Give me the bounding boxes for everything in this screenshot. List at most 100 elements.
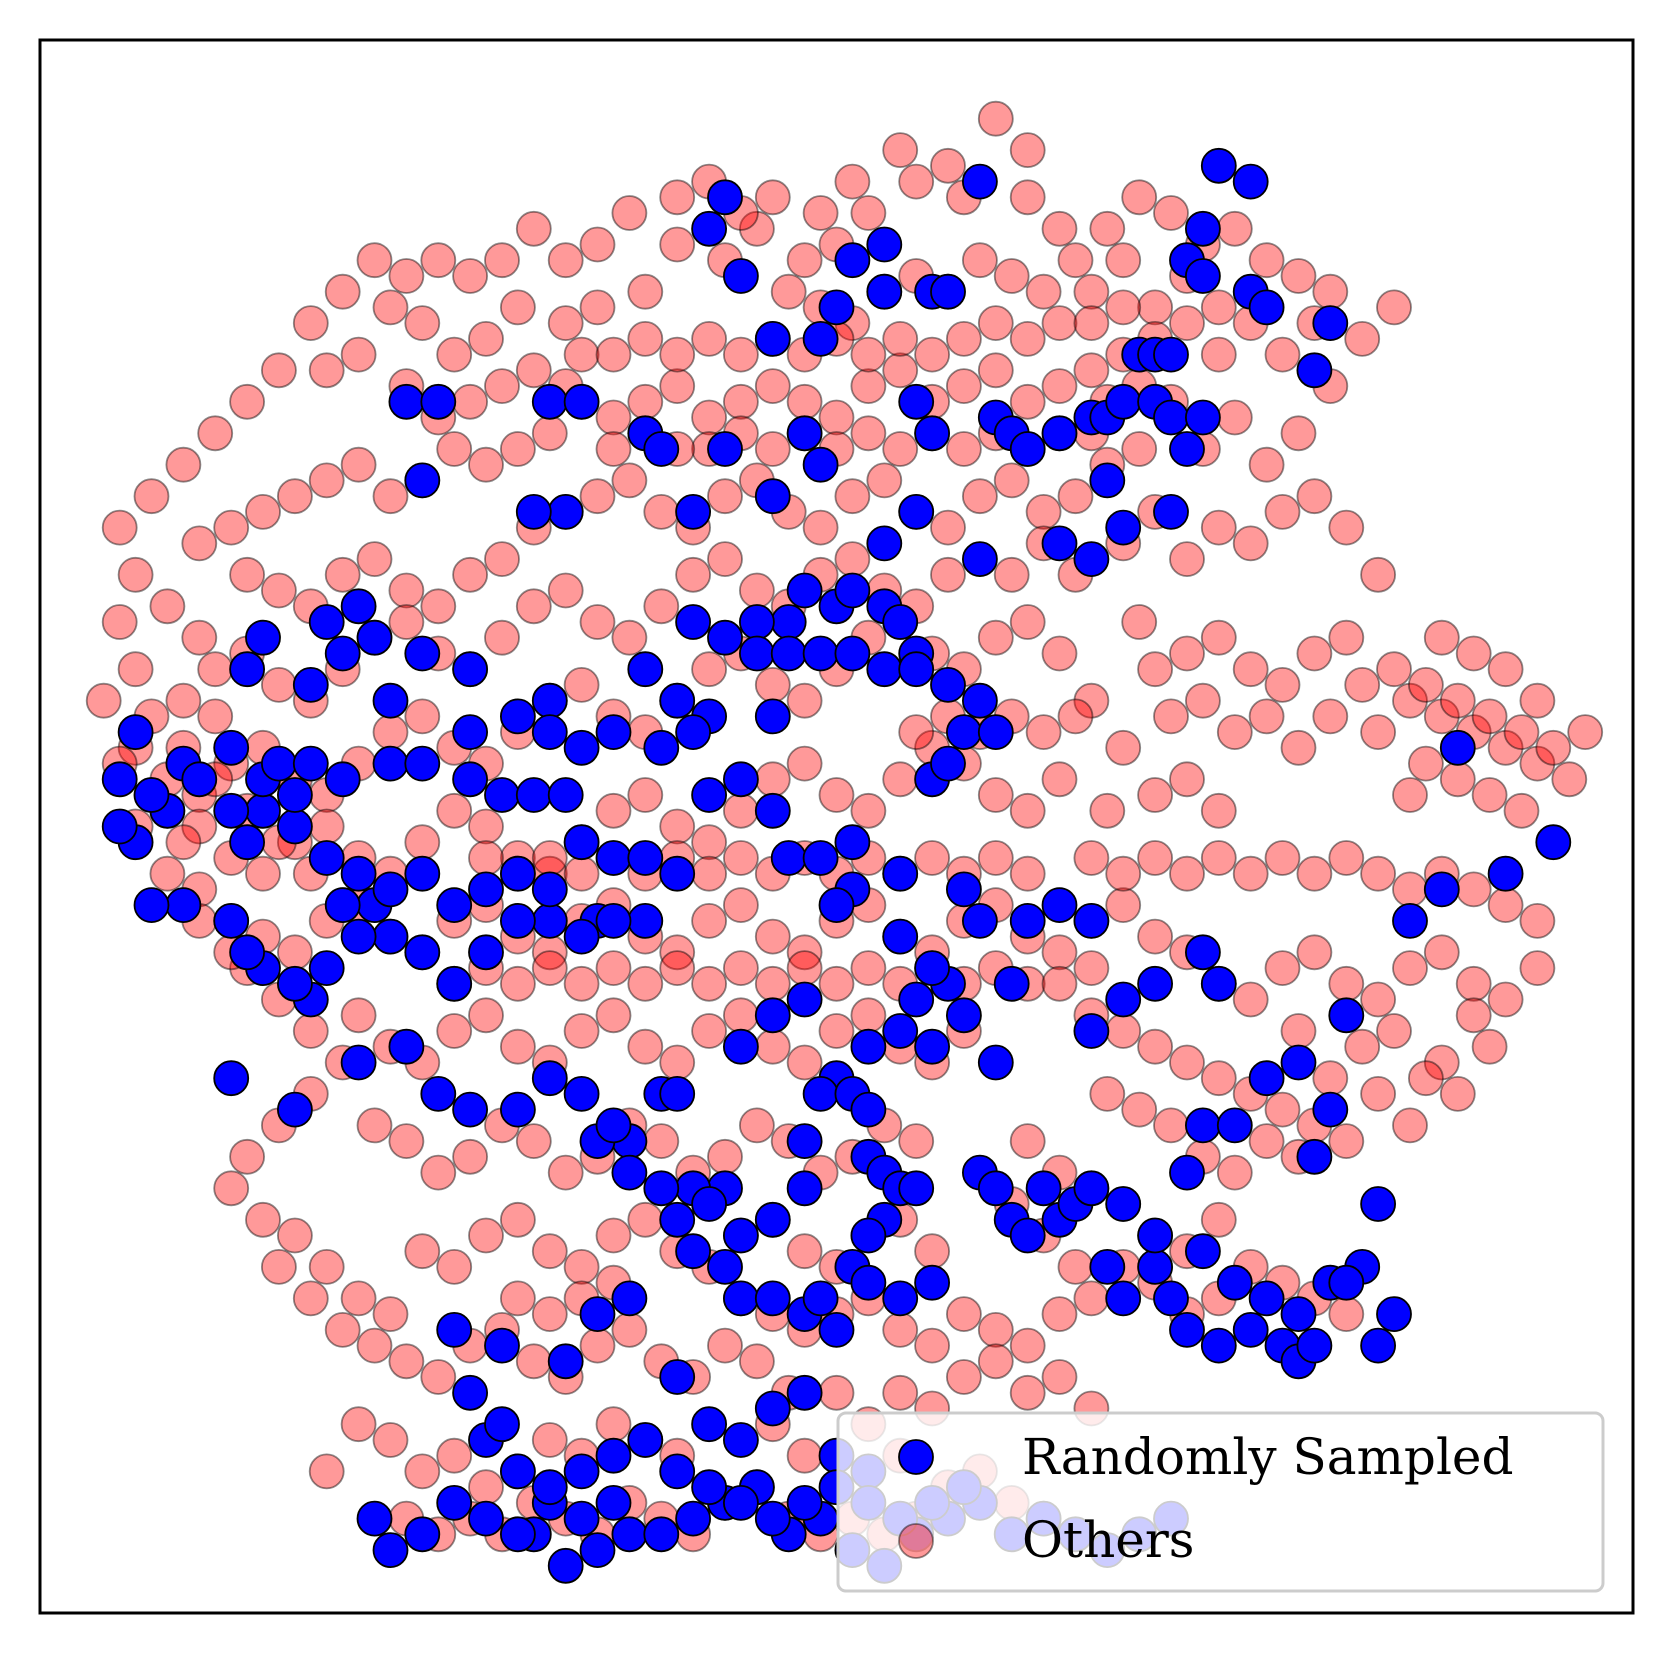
point-randomly-sampled bbox=[818, 289, 855, 326]
point-randomly-sampled bbox=[914, 950, 950, 986]
point-others bbox=[452, 556, 489, 593]
point-randomly-sampled bbox=[818, 887, 855, 923]
point-others bbox=[1200, 792, 1237, 829]
point-randomly-sampled bbox=[723, 1280, 759, 1317]
point-others bbox=[1439, 761, 1476, 798]
legend-box bbox=[836, 1411, 1605, 1593]
point-others bbox=[579, 226, 616, 263]
point-randomly-sampled bbox=[786, 415, 823, 452]
point-randomly-sampled bbox=[1153, 1280, 1189, 1317]
point-randomly-sampled bbox=[1296, 1138, 1333, 1175]
point-others bbox=[659, 336, 696, 373]
point-randomly-sampled bbox=[1248, 289, 1285, 326]
point-randomly-sampled bbox=[723, 258, 759, 294]
point-randomly-sampled bbox=[1105, 1186, 1142, 1222]
point-randomly-sampled bbox=[962, 541, 998, 577]
point-others bbox=[1057, 478, 1094, 515]
point-others bbox=[1312, 273, 1349, 310]
point-randomly-sampled bbox=[802, 840, 839, 876]
point-others bbox=[1121, 431, 1158, 467]
point-randomly-sampled bbox=[531, 871, 568, 908]
point-others bbox=[515, 588, 552, 625]
point-others bbox=[754, 368, 791, 405]
point-others bbox=[149, 588, 186, 625]
point-others bbox=[1328, 619, 1365, 656]
point-others bbox=[1105, 289, 1142, 326]
point-others bbox=[1073, 305, 1110, 342]
point-others bbox=[977, 840, 1014, 876]
point-others bbox=[914, 840, 950, 876]
point-others bbox=[946, 1359, 982, 1395]
point-randomly-sampled bbox=[579, 1296, 616, 1332]
point-randomly-sampled bbox=[484, 1327, 520, 1364]
point-others bbox=[165, 824, 202, 861]
point-randomly-sampled bbox=[770, 840, 807, 876]
point-others bbox=[1025, 714, 1062, 750]
point-others bbox=[898, 1123, 935, 1159]
point-randomly-sampled bbox=[1073, 903, 1110, 939]
point-others bbox=[754, 918, 791, 955]
point-others bbox=[882, 431, 919, 467]
point-others bbox=[563, 1013, 600, 1049]
point-randomly-sampled bbox=[675, 493, 711, 530]
point-others bbox=[786, 383, 823, 420]
point-randomly-sampled bbox=[1185, 934, 1221, 971]
point-others bbox=[1169, 761, 1205, 798]
point-randomly-sampled bbox=[356, 1500, 393, 1537]
point-others bbox=[914, 336, 950, 373]
point-randomly-sampled bbox=[1073, 541, 1110, 577]
point-randomly-sampled bbox=[962, 163, 998, 200]
point-randomly-sampled bbox=[850, 1217, 887, 1254]
point-others bbox=[1041, 210, 1078, 247]
point-randomly-sampled bbox=[675, 1500, 711, 1537]
point-others bbox=[962, 242, 998, 279]
point-others bbox=[1009, 604, 1046, 640]
point-others bbox=[1200, 619, 1237, 656]
point-randomly-sampled bbox=[484, 1406, 520, 1443]
point-randomly-sampled bbox=[1137, 1217, 1173, 1254]
point-randomly-sampled bbox=[659, 1201, 696, 1238]
point-randomly-sampled bbox=[898, 383, 935, 420]
point-others bbox=[1105, 1013, 1142, 1049]
point-others bbox=[1216, 399, 1253, 436]
point-randomly-sampled bbox=[1328, 1264, 1365, 1301]
point-others bbox=[1280, 729, 1317, 766]
point-others bbox=[500, 289, 536, 326]
point-others bbox=[754, 667, 791, 703]
point-others bbox=[946, 1296, 982, 1332]
point-randomly-sampled bbox=[611, 1280, 648, 1317]
point-others bbox=[579, 289, 616, 326]
point-others bbox=[595, 431, 632, 467]
point-randomly-sampled bbox=[595, 1485, 632, 1521]
point-others bbox=[1216, 210, 1253, 247]
point-randomly-sampled bbox=[372, 745, 409, 782]
point-others bbox=[659, 1044, 696, 1081]
point-others bbox=[420, 1154, 457, 1191]
point-randomly-sampled bbox=[308, 604, 345, 640]
point-others bbox=[993, 258, 1030, 294]
point-others bbox=[739, 572, 775, 609]
point-others bbox=[1041, 1296, 1078, 1332]
point-randomly-sampled bbox=[754, 1390, 791, 1427]
point-randomly-sampled bbox=[850, 1091, 887, 1128]
point-others bbox=[563, 855, 600, 892]
point-randomly-sampled bbox=[834, 824, 871, 861]
point-randomly-sampled bbox=[1185, 1233, 1221, 1270]
point-others bbox=[1057, 242, 1094, 279]
point-others bbox=[1137, 1028, 1173, 1065]
point-randomly-sampled bbox=[754, 997, 791, 1034]
point-others bbox=[1200, 289, 1237, 326]
point-others bbox=[627, 1201, 664, 1238]
point-others bbox=[101, 604, 138, 640]
point-others bbox=[1248, 1123, 1285, 1159]
point-others bbox=[500, 1201, 536, 1238]
point-randomly-sampled bbox=[1185, 1107, 1221, 1144]
point-others bbox=[1216, 1154, 1253, 1191]
point-others bbox=[1376, 289, 1412, 326]
point-others bbox=[723, 383, 759, 420]
point-randomly-sampled bbox=[531, 1469, 568, 1506]
point-randomly-sampled bbox=[691, 1186, 727, 1222]
point-others bbox=[340, 336, 377, 373]
point-others bbox=[436, 431, 473, 467]
point-others bbox=[595, 1406, 632, 1443]
